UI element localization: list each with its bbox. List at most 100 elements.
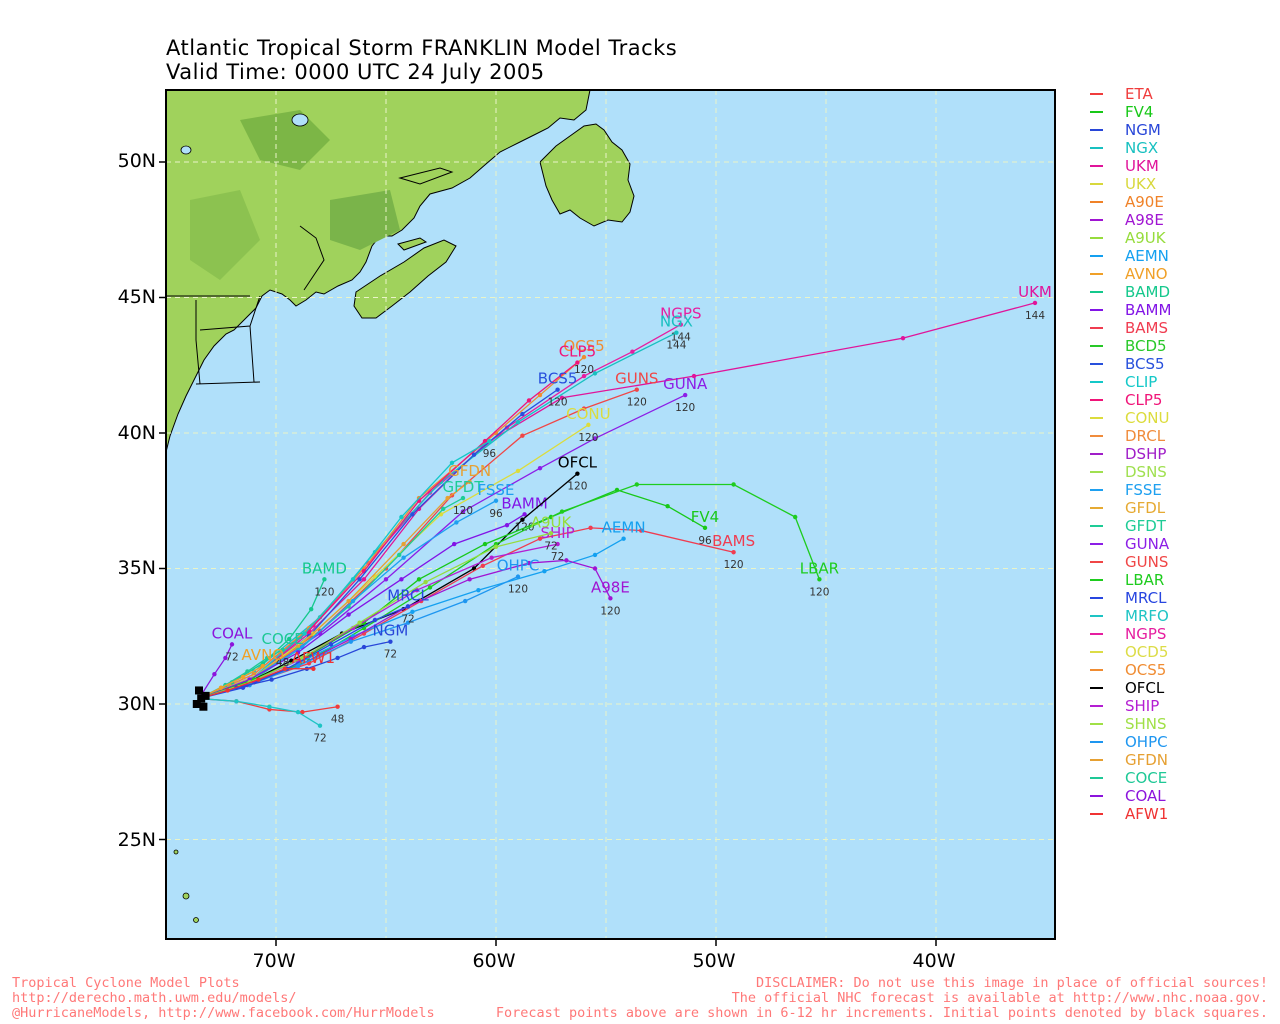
legend-item-aemn: AEMN [1088, 247, 1278, 265]
track-label-aemn: AEMN [602, 519, 646, 537]
initial-point-square [195, 686, 203, 695]
legend-label: UKM [1125, 157, 1159, 175]
legend-swatch [1090, 633, 1103, 635]
forecast-point [295, 709, 301, 715]
forecast-point [357, 620, 362, 625]
footer-social[interactable]: @HurricaneModels, http://www.facebook.co… [12, 1005, 435, 1021]
legend-label: SHIP [1125, 697, 1160, 715]
forecast-point [592, 566, 598, 571]
forecast-point [460, 495, 466, 501]
legend-label: COAL [1125, 787, 1166, 805]
forecast-hour-label: 120 [453, 505, 473, 517]
legend-item-gfdt: GFDT [1088, 517, 1278, 535]
track-label-bamm: BAMM [501, 494, 547, 512]
track-label-ofcl: OFCL [558, 454, 598, 472]
legend-swatch [1090, 381, 1103, 383]
disclaimer-line-3: Forecast points above are shown in 6-12 … [495, 1005, 1268, 1021]
footer-site-url[interactable]: http://derecho.math.uwm.edu/models/ [12, 990, 297, 1006]
forecast-point [515, 574, 521, 579]
initial-point-square [201, 691, 210, 700]
forecast-point [471, 452, 477, 457]
forecast-point [575, 471, 580, 476]
forecast-point [322, 577, 327, 582]
forecast-point [346, 598, 351, 604]
forecast-point [480, 563, 485, 568]
track-label-bams: BAMS [712, 532, 755, 550]
forecast-point [630, 349, 635, 354]
legend-swatch [1090, 543, 1103, 545]
forecast-hour-label: 120 [724, 559, 744, 571]
axis-ticks [159, 161, 937, 946]
forecast-point [445, 495, 450, 501]
forecast-point [267, 704, 272, 709]
forecast-point [225, 688, 230, 693]
forecast-point [467, 577, 472, 582]
forecast-point [482, 541, 488, 547]
forecast-hour-label: 72 [544, 540, 557, 552]
legend-label: OCD5 [1125, 643, 1169, 661]
lat-label-35n: 35N [117, 557, 156, 579]
track-label-conu: CONU [566, 405, 610, 423]
legend-swatch [1090, 615, 1103, 617]
forecast-point [269, 677, 274, 682]
forecast-point [212, 671, 217, 677]
legend-label: COCE [1125, 769, 1168, 787]
forecast-point [683, 392, 688, 398]
legend-swatch [1090, 255, 1103, 257]
forecast-hour-label: 120 [548, 397, 568, 409]
legend-item-bcs5: BCS5 [1088, 355, 1278, 373]
track-label-fsse: FSSE [478, 481, 515, 499]
legend-item-eta: ETA [1088, 85, 1278, 103]
forecast-point [608, 596, 613, 601]
legend-item-dshp: DSHP [1088, 445, 1278, 463]
legend-swatch [1090, 471, 1103, 473]
forecast-point [581, 406, 587, 411]
track-label-lbar: LBAR [800, 559, 839, 577]
forecast-point [350, 577, 356, 582]
forecast-point [295, 663, 301, 669]
track-bamm [198, 513, 525, 700]
land-newfoundland [539, 123, 635, 227]
forecast-point [414, 587, 419, 593]
forecast-point [427, 585, 433, 590]
island-1 [182, 892, 190, 900]
legend-item-guns: GUNS [1088, 553, 1278, 571]
forecast-point [234, 699, 239, 704]
legend-item-gfdn: GFDN [1088, 751, 1278, 769]
forecast-point [1032, 300, 1038, 306]
track-label-avno: AVNO [242, 646, 285, 664]
forecast-point [586, 422, 591, 428]
valid-time: Valid Time: 0000 UTC 24 July 2005 [166, 60, 545, 84]
legend-label: GFDT [1125, 517, 1166, 535]
legend-swatch [1090, 147, 1103, 149]
lon-label-70w: 70W [252, 950, 296, 972]
forecast-point [280, 647, 285, 652]
forecast-point [522, 512, 527, 517]
land-nova-scotia [353, 239, 457, 319]
forecast-point [520, 517, 525, 522]
forecast-hour-label: 72 [313, 733, 326, 745]
forecast-point [515, 419, 521, 425]
forecast-point [487, 438, 492, 444]
track-label-fv4: FV4 [691, 508, 719, 526]
forecast-point [361, 644, 367, 650]
forecast-point [317, 723, 323, 728]
forecast-point [372, 617, 378, 623]
forecast-hour-label: 144 [1025, 310, 1045, 322]
legend-label: DRCL [1125, 427, 1166, 445]
forecast-point [592, 552, 598, 558]
forecast-hour-label: 144 [666, 340, 686, 352]
forecast-point [348, 639, 353, 644]
forecast-point [401, 555, 406, 560]
forecast-point [581, 373, 587, 379]
track-label-clp5: CLP5 [559, 343, 596, 361]
track-label-a9uk: A9UK [531, 513, 573, 531]
lat-label-30n: 30N [117, 693, 156, 715]
forecast-hour-label: 96 [489, 508, 503, 520]
track-label-ngm: NGM [373, 622, 409, 640]
legend-label: AVNO [1125, 265, 1168, 283]
legend-swatch [1090, 201, 1103, 203]
forecast-point [526, 398, 532, 403]
legend-swatch [1090, 237, 1103, 239]
